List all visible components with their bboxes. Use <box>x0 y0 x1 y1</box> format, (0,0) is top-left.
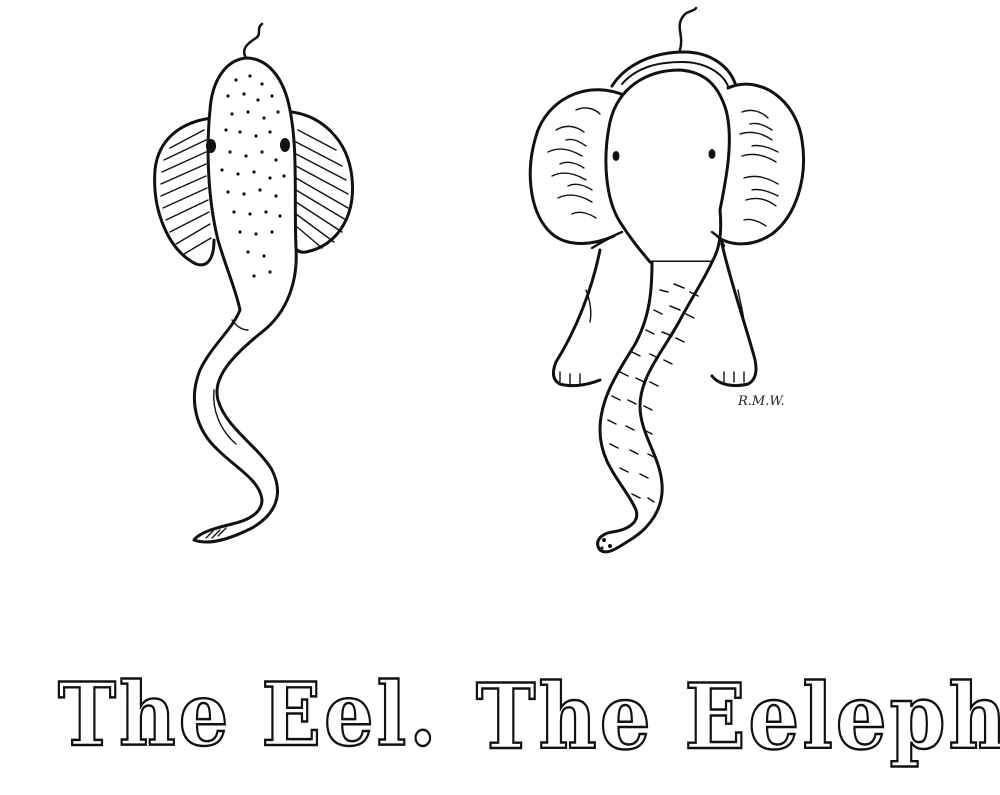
artist-signature: R.M.W. <box>738 394 785 409</box>
caption-the-eel: The Eel. <box>57 664 440 767</box>
caption-the-eelephant: The Eelephant. <box>475 664 1000 770</box>
eelephant-drawing <box>528 6 806 554</box>
eel-drawing <box>153 22 355 544</box>
